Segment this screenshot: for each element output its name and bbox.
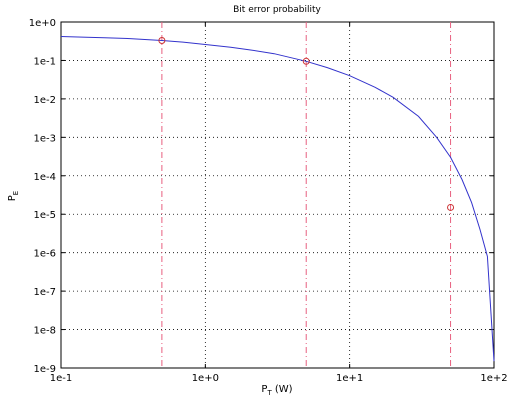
y-tick-label: 1e-9 xyxy=(34,364,57,375)
y-tick-label: 1e-5 xyxy=(34,210,57,221)
x-axis-label-unit: (W) xyxy=(272,384,293,395)
plot-area xyxy=(60,21,495,369)
y-tick-label: 1e-2 xyxy=(34,95,57,106)
x-tick-label: 1e+0 xyxy=(192,373,219,384)
y-tick-label: 1e-3 xyxy=(34,133,57,144)
grid xyxy=(61,22,494,368)
y-tick-label: 1e-4 xyxy=(34,172,57,183)
y-tick-label: 1e-6 xyxy=(34,249,57,260)
series-curve xyxy=(60,36,495,362)
chart-title: Bit error probability xyxy=(233,5,321,15)
series-markers xyxy=(158,37,455,211)
data-point xyxy=(158,37,166,45)
y-axis-label-main: P xyxy=(7,195,18,201)
y-axis-label: PE xyxy=(7,191,20,201)
data-point xyxy=(302,57,310,65)
y-axis: 1e-9 1e-8 1e-7 1e-6 1e-5 1e-4 1e-3 1e-2 1e-1 1e+0 xyxy=(29,18,494,375)
x-tick-label: 1e+1 xyxy=(336,373,363,384)
data-point xyxy=(447,203,455,211)
x-axis-label: PT (W) xyxy=(261,384,292,397)
x-tick-label: 1e-1 xyxy=(50,373,73,384)
y-tick-label: 1e-1 xyxy=(34,56,57,67)
x-axis: 1e-1 1e+0 1e+1 1e+2 xyxy=(50,22,508,384)
reference-lines xyxy=(161,22,452,368)
x-axis-label-main: P xyxy=(261,384,267,395)
series-line xyxy=(60,36,495,362)
y-tick-label: 1e-8 xyxy=(34,326,57,337)
y-tick-label: 1e+0 xyxy=(29,18,56,29)
x-tick-label: 1e+2 xyxy=(480,373,507,384)
y-tick-label: 1e-7 xyxy=(34,287,57,298)
y-axis-label-sub: E xyxy=(12,191,20,195)
x-axis-label-sub: T xyxy=(266,389,272,397)
